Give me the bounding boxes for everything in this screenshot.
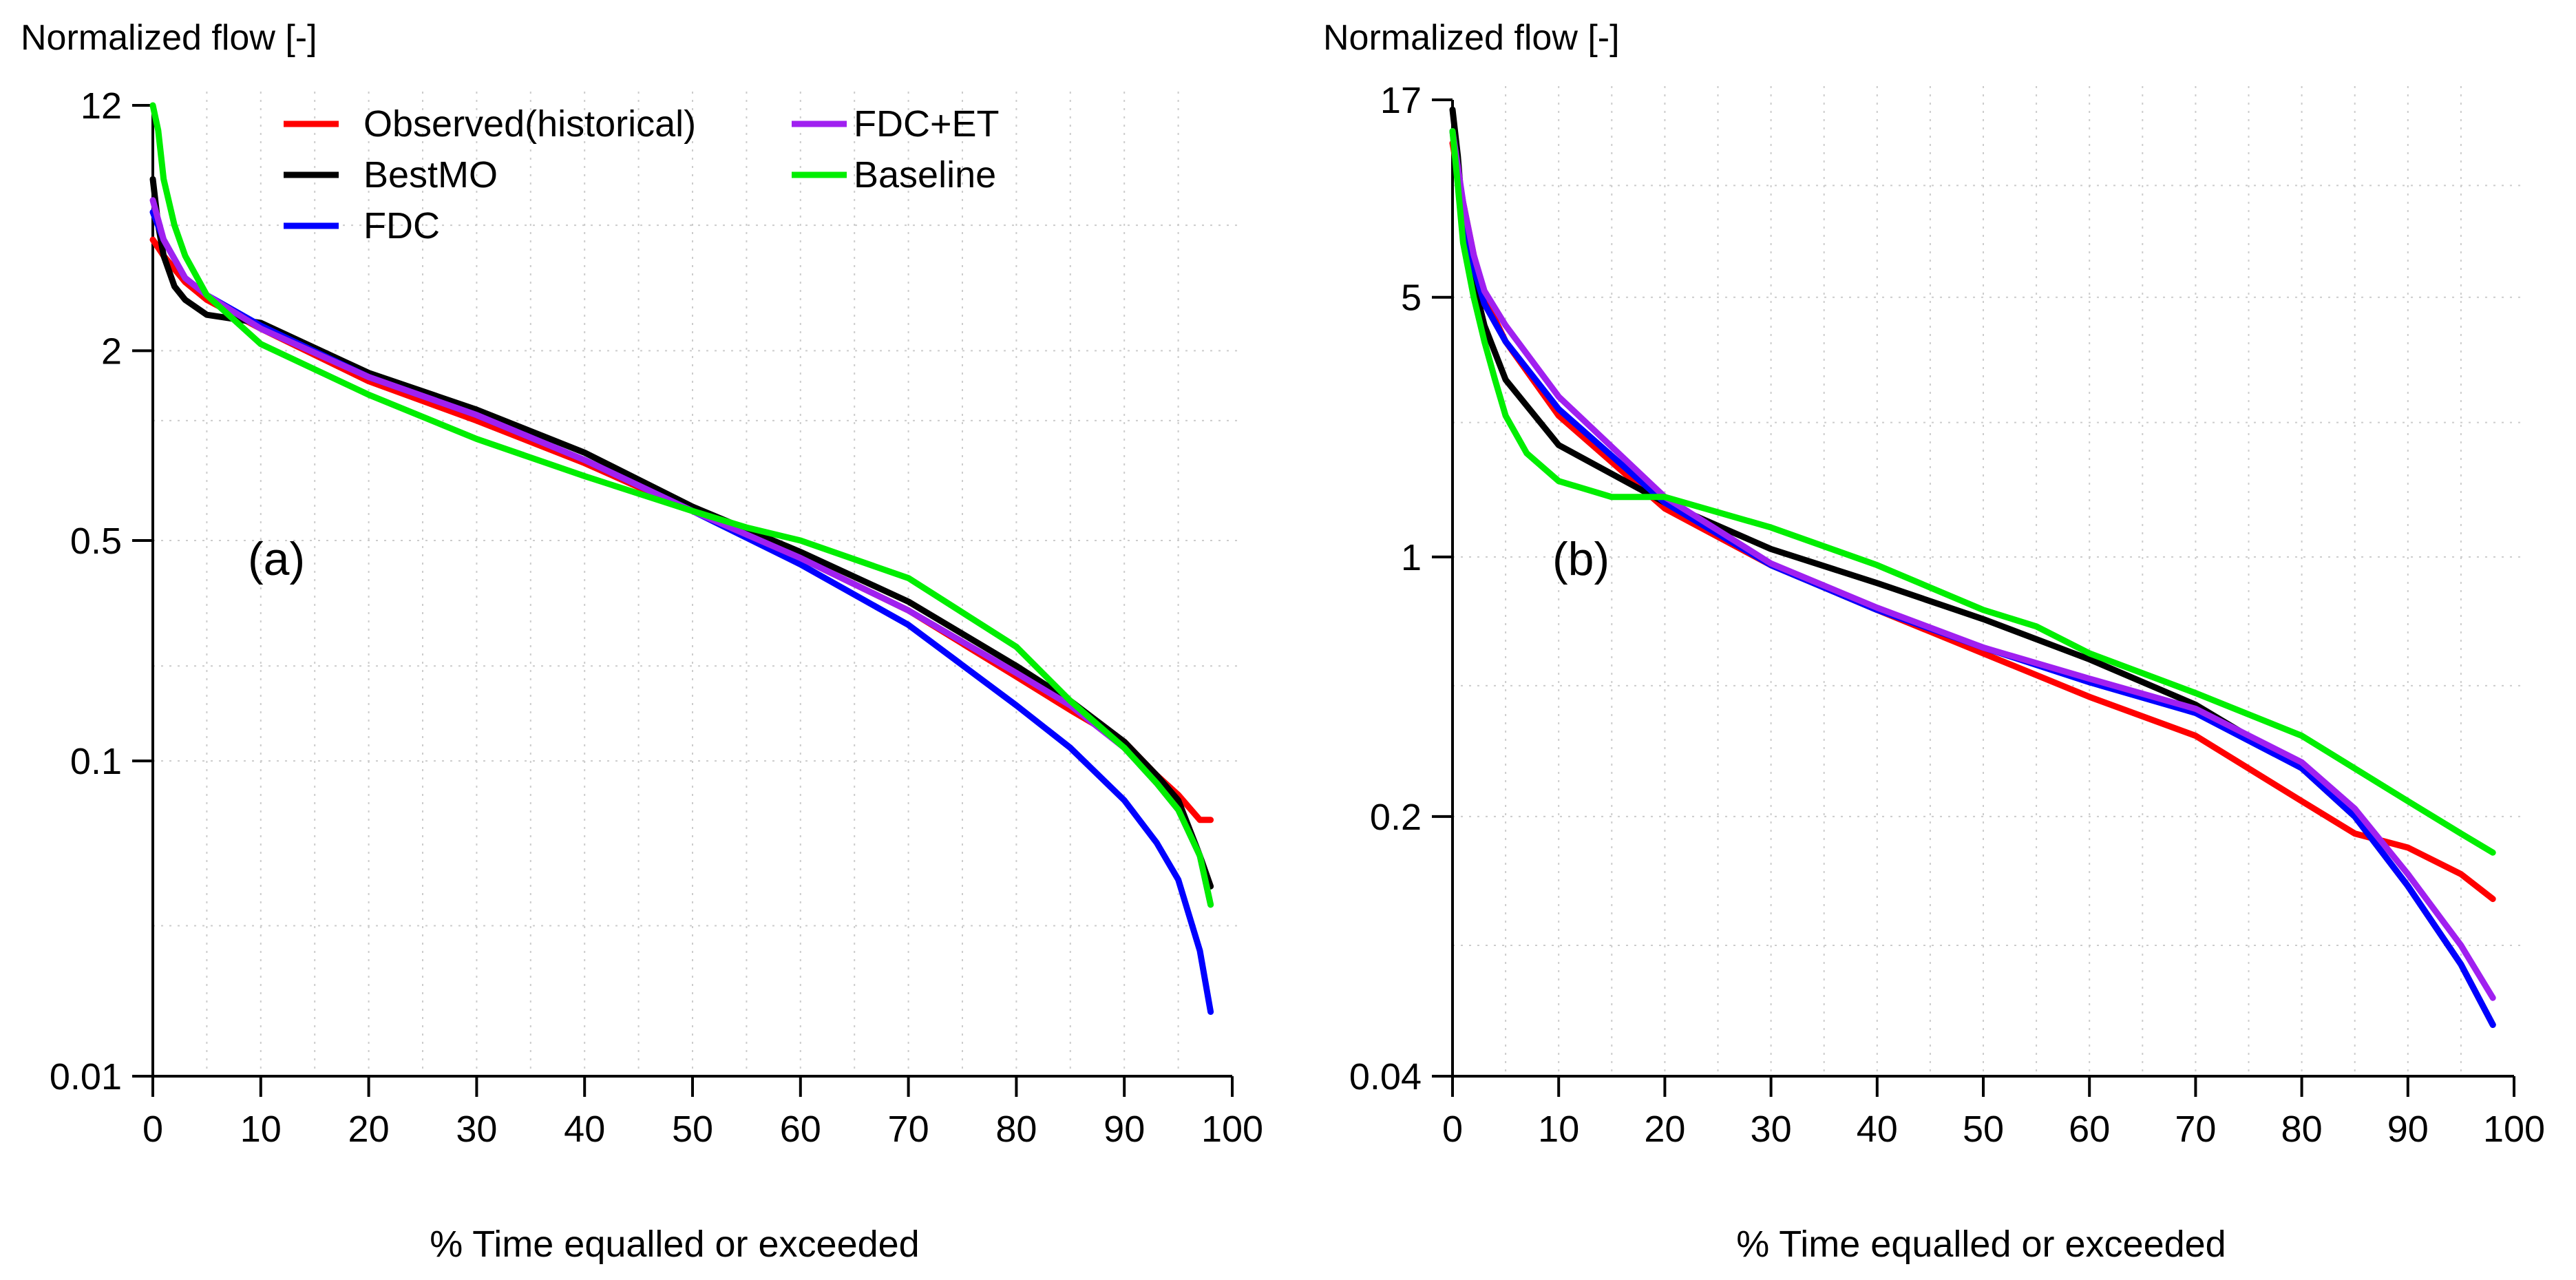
panel-a-series-bestmo [149,176,1214,890]
panel-a-y-tick-label: 12 [81,85,122,127]
panel-a-y-tick-label: 2 [101,331,122,372]
panel-a-x-tick-label: 20 [348,1109,390,1150]
panel-a-y-tick-label: 0.1 [70,741,122,782]
panel-b-x-tick-label: 50 [1963,1109,2004,1150]
panel-a-x-tick-label: 40 [564,1109,605,1150]
panel-b-x-tick-label: 100 [2483,1109,2545,1150]
panel-a-y-tick-label: 0.01 [50,1056,122,1098]
panel-b-x-tick-label: 0 [1442,1109,1463,1150]
legend-label-bestmo: BestMO [363,154,498,196]
legend-label-fdc-et: FDC+ET [854,103,1000,145]
panel-a-y-tick-label: 0.5 [70,521,122,562]
panel-b-y-tick-label: 17 [1380,80,1422,121]
panel-b-y-tick-label: 5 [1401,277,1422,319]
panel-a-xlabel: % Time equalled or exceeded [430,1224,919,1265]
panel-b-grid [1453,86,2524,1076]
panel-b-x-tick-label: 40 [1857,1109,1898,1150]
legend-label-fdc: FDC [363,205,440,246]
panel-a-x-tick-label: 90 [1104,1109,1145,1150]
panel-a-x-tick-label: 30 [456,1109,497,1150]
panel-a-x-tick-label: 60 [780,1109,821,1150]
panel-b-series-fdc-et [1449,128,2496,1001]
panel-a-x-tick-label: 100 [1201,1109,1263,1150]
panel-b-chart: Normalized flow [-] % Time equalled or e… [1323,18,2545,1265]
panel-a-label: (a) [248,533,305,585]
panel-a-x-tick-label: 80 [995,1109,1037,1150]
panel-b-x-tick-label: 90 [2387,1109,2429,1150]
panel-a-x-tick-label: 50 [672,1109,713,1150]
panel-a-series-baseline [149,102,1214,908]
panel-b-x-tick-label: 80 [2281,1109,2323,1150]
panel-b-x-tick-label: 30 [1751,1109,1792,1150]
panel-a-chart: Normalized flow [-] % Time equalled or e… [21,18,1263,1265]
panel-b-y-tick-label: 0.04 [1349,1056,1422,1098]
panel-a-ylabel: Normalized flow [-] [21,18,317,58]
panel-b-x-tick-label: 10 [1538,1109,1579,1150]
panel-b-xlabel: % Time equalled or exceeded [1736,1224,2226,1265]
legend: Observed(historical) FDC+ET BestMO Basel… [284,103,1000,246]
panel-b-y-tick-label: 0.2 [1370,797,1422,838]
panel-a-x-tick-label: 0 [142,1109,163,1150]
panel-a-x-tick-label: 10 [240,1109,282,1150]
panel-b-label: (b) [1552,533,1609,585]
panel-b-series-baseline [1449,128,2496,856]
panel-b-y-tick-label: 1 [1401,537,1422,578]
panel-b-x-tick-label: 60 [2069,1109,2110,1150]
legend-label-observed: Observed(historical) [363,103,696,145]
panel-b-x-tick-label: 20 [1644,1109,1685,1150]
panel-b-x-tick-label: 70 [2175,1109,2216,1150]
panel-a-x-tick-label: 70 [888,1109,929,1150]
legend-label-baseline: Baseline [854,154,996,196]
panel-b-ylabel: Normalized flow [-] [1323,18,1620,58]
